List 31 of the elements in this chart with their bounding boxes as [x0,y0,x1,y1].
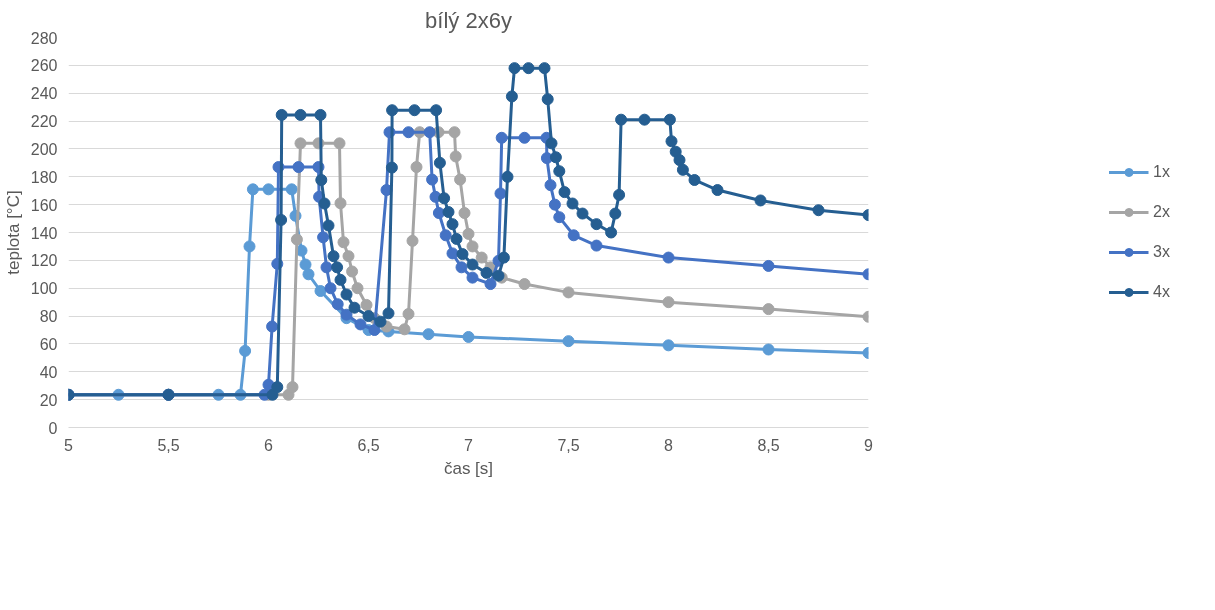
x-tick-label: 9 [864,436,874,454]
legend-label: 3x [1153,243,1171,261]
y-tick-label: 20 [39,391,58,409]
y-tick-label: 60 [39,335,58,353]
legend-label: 1x [1153,163,1171,181]
y-tick-label: 100 [30,280,58,298]
y-tick-label: 200 [30,140,58,158]
y-tick-label: 80 [39,308,58,326]
y-axis-title: teplota [°C] [3,190,23,275]
legend-label: 2x [1153,203,1171,221]
y-tick-label: 280 [30,29,58,47]
y-tick-label: 0 [48,419,58,437]
y-tick-label: 240 [30,85,58,103]
y-tick-label: 260 [30,57,58,75]
y-tick-label: 160 [30,196,58,214]
y-tick-label: 180 [30,168,58,186]
y-tick-label: 40 [39,363,58,381]
chart-title: bílý 2x6y [425,7,512,33]
x-tick-label: 7 [464,436,474,454]
y-tick-label: 140 [30,224,58,242]
x-tick-label: 5 [64,436,74,454]
x-tick-label: 7,5 [557,436,580,454]
x-tick-label: 6,5 [357,436,380,454]
x-axis-title: čas [s] [443,458,494,478]
x-tick-label: 8,5 [757,436,780,454]
legend-label: 4x [1153,283,1171,301]
x-tick-label: 5,5 [157,436,180,454]
y-tick-label: 120 [30,252,58,270]
y-tick-label: 220 [30,113,58,131]
x-tick-label: 6 [264,436,274,454]
x-tick-label: 8 [664,436,674,454]
